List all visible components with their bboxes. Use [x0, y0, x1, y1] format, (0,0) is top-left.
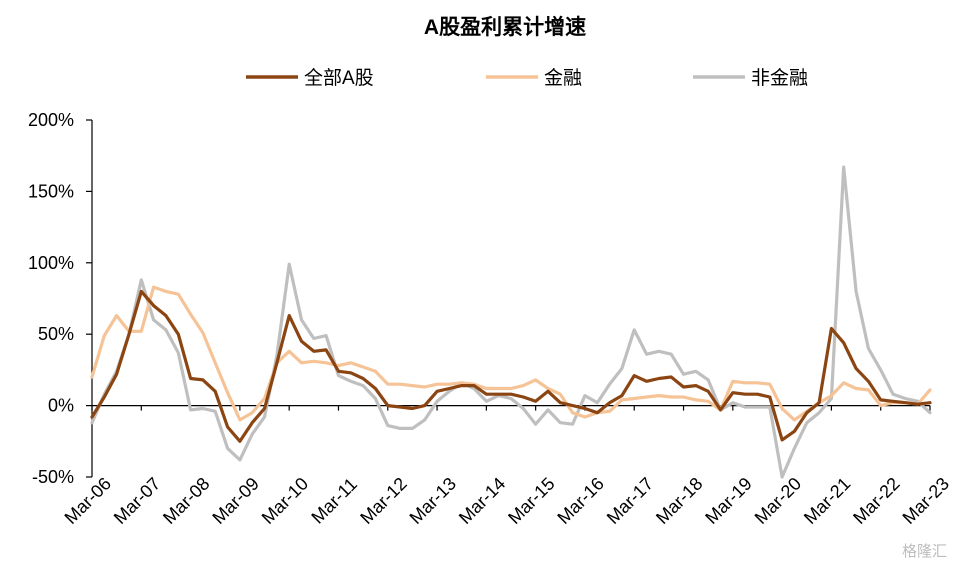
- watermark: 格隆汇: [902, 543, 947, 560]
- chart-title: A股盈利累计增速: [424, 15, 586, 39]
- x-tick-label: Mar-22: [849, 474, 903, 528]
- series-lines: [90, 165, 932, 479]
- x-tick-label: Mar-12: [356, 474, 410, 528]
- x-tick-label: Mar-08: [159, 474, 213, 528]
- x-tick-label: Mar-17: [603, 474, 657, 528]
- y-tick-label: 50%: [38, 324, 74, 344]
- x-tick-label: Mar-15: [504, 474, 558, 528]
- x-axis: Mar-06Mar-07Mar-08Mar-09Mar-10Mar-11Mar-…: [61, 405, 953, 528]
- legend-label-0: 全部A股: [304, 67, 374, 89]
- x-tick-label: Mar-14: [455, 474, 509, 528]
- y-tick-label: 200%: [28, 110, 74, 130]
- y-tick-label: 150%: [28, 181, 74, 201]
- x-tick-label: Mar-07: [110, 474, 164, 528]
- x-tick-label: Mar-23: [899, 474, 953, 528]
- x-tick-label: Mar-19: [701, 474, 755, 528]
- x-tick-label: Mar-21: [800, 474, 854, 528]
- x-tick-label: Mar-09: [208, 474, 262, 528]
- y-tick-label: -50%: [32, 467, 74, 487]
- series-line-1: [90, 285, 932, 422]
- series-line-0: [90, 289, 932, 443]
- y-tick-label: 100%: [28, 253, 74, 273]
- x-tick-label: Mar-11: [307, 474, 361, 528]
- x-tick-label: Mar-13: [406, 474, 460, 528]
- y-axis: -50% 0% 50% 100% 150% 200%: [28, 110, 93, 487]
- y-tick-label: 0%: [48, 396, 74, 416]
- x-tick-label: Mar-10: [258, 474, 312, 528]
- series-line-2: [90, 165, 932, 479]
- legend-label-2: 非金融: [751, 67, 808, 89]
- x-tick-label: Mar-16: [553, 474, 607, 528]
- x-tick-label: Mar-18: [652, 474, 706, 528]
- x-tick-label: Mar-20: [751, 474, 805, 528]
- legend: 全部A股 金融 非金融: [246, 67, 808, 89]
- legend-label-1: 金融: [544, 67, 582, 89]
